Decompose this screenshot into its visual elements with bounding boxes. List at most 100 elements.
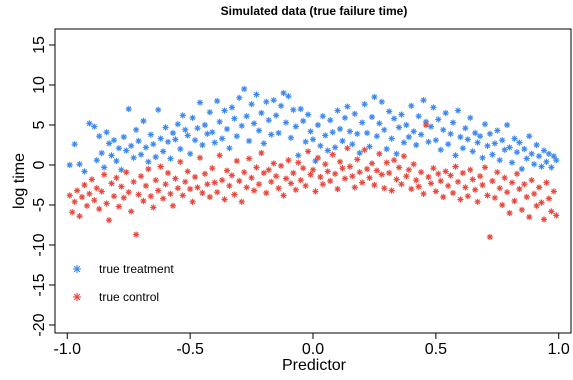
data-point — [246, 137, 253, 145]
data-point — [329, 129, 336, 136]
y-tick-label: -15 — [31, 273, 48, 296]
data-point — [523, 193, 530, 201]
data-point — [486, 130, 494, 137]
data-point — [177, 158, 184, 165]
data-point — [319, 113, 326, 120]
data-point — [282, 119, 290, 126]
y-tick-label: 5 — [31, 120, 48, 129]
data-point — [317, 142, 324, 149]
data-point — [123, 169, 130, 176]
data-point — [398, 111, 405, 118]
data-point — [108, 152, 115, 159]
data-point — [218, 135, 226, 142]
data-point — [319, 181, 326, 188]
data-point — [403, 173, 410, 180]
y-tick-label: 15 — [31, 36, 48, 54]
data-point — [130, 178, 137, 185]
data-point — [504, 121, 511, 129]
data-point — [250, 187, 258, 194]
data-point — [169, 202, 177, 209]
data-point — [236, 177, 243, 185]
data-point — [182, 178, 189, 185]
data-point — [420, 97, 427, 104]
data-point — [467, 166, 474, 173]
data-point — [349, 141, 356, 148]
legend-item: true treatment — [73, 262, 174, 276]
x-axis-label: Predictor — [282, 357, 347, 374]
data-point — [341, 114, 349, 121]
data-point — [302, 182, 309, 189]
data-point — [206, 109, 213, 116]
data-point — [142, 182, 150, 189]
data-point — [250, 120, 258, 127]
data-point — [300, 117, 307, 125]
data-point — [314, 154, 322, 161]
data-point — [339, 137, 346, 145]
data-point — [172, 136, 179, 143]
data-point — [332, 144, 339, 151]
data-point — [418, 131, 425, 138]
data-point — [449, 189, 457, 197]
data-point — [309, 136, 317, 143]
data-point — [103, 129, 110, 136]
data-point — [304, 148, 312, 155]
data-point — [413, 177, 420, 184]
data-point — [518, 165, 525, 173]
data-point — [270, 160, 277, 167]
data-point — [464, 136, 471, 143]
data-point — [548, 164, 555, 171]
data-point — [553, 212, 560, 219]
data-point — [282, 175, 290, 182]
data-point — [349, 173, 356, 180]
data-point — [336, 158, 344, 165]
data-point — [494, 127, 501, 134]
data-point — [344, 103, 351, 110]
data-point — [405, 166, 412, 173]
data-point — [317, 173, 324, 181]
data-point — [101, 171, 108, 178]
data-point — [258, 149, 265, 157]
data-point — [137, 173, 145, 180]
data-point — [201, 121, 208, 129]
data-point — [295, 152, 302, 159]
data-point — [194, 125, 201, 132]
data-point — [71, 198, 78, 205]
data-point — [472, 186, 479, 193]
data-point — [432, 188, 439, 195]
data-point — [484, 142, 491, 149]
data-point — [120, 194, 127, 201]
data-point — [101, 164, 108, 171]
data-point — [501, 146, 508, 153]
data-point — [199, 189, 206, 197]
data-point — [81, 181, 88, 189]
data-point — [457, 196, 464, 203]
data-point — [540, 147, 548, 154]
data-point — [174, 185, 181, 192]
data-point — [334, 107, 341, 114]
data-point — [206, 193, 213, 201]
data-point — [435, 116, 442, 123]
y-axis: -20 -15 -10 -5 0 5 10 15 — [31, 36, 55, 337]
data-point — [479, 154, 486, 161]
data-point — [76, 161, 83, 168]
data-point — [184, 168, 191, 175]
data-point — [287, 134, 294, 141]
data-point — [292, 186, 299, 193]
data-point — [415, 183, 422, 190]
data-point — [253, 91, 260, 98]
data-point — [368, 160, 376, 167]
data-point — [211, 139, 218, 146]
data-point — [113, 174, 120, 181]
data-point — [228, 104, 236, 111]
data-point — [91, 123, 98, 130]
data-point — [69, 209, 76, 216]
y-tick-label: -5 — [31, 198, 48, 212]
data-point — [152, 153, 159, 161]
data-point — [83, 202, 91, 209]
data-point — [528, 177, 535, 184]
data-point — [164, 169, 172, 177]
data-point — [363, 129, 371, 137]
data-point — [226, 182, 233, 189]
data-point — [378, 98, 385, 105]
